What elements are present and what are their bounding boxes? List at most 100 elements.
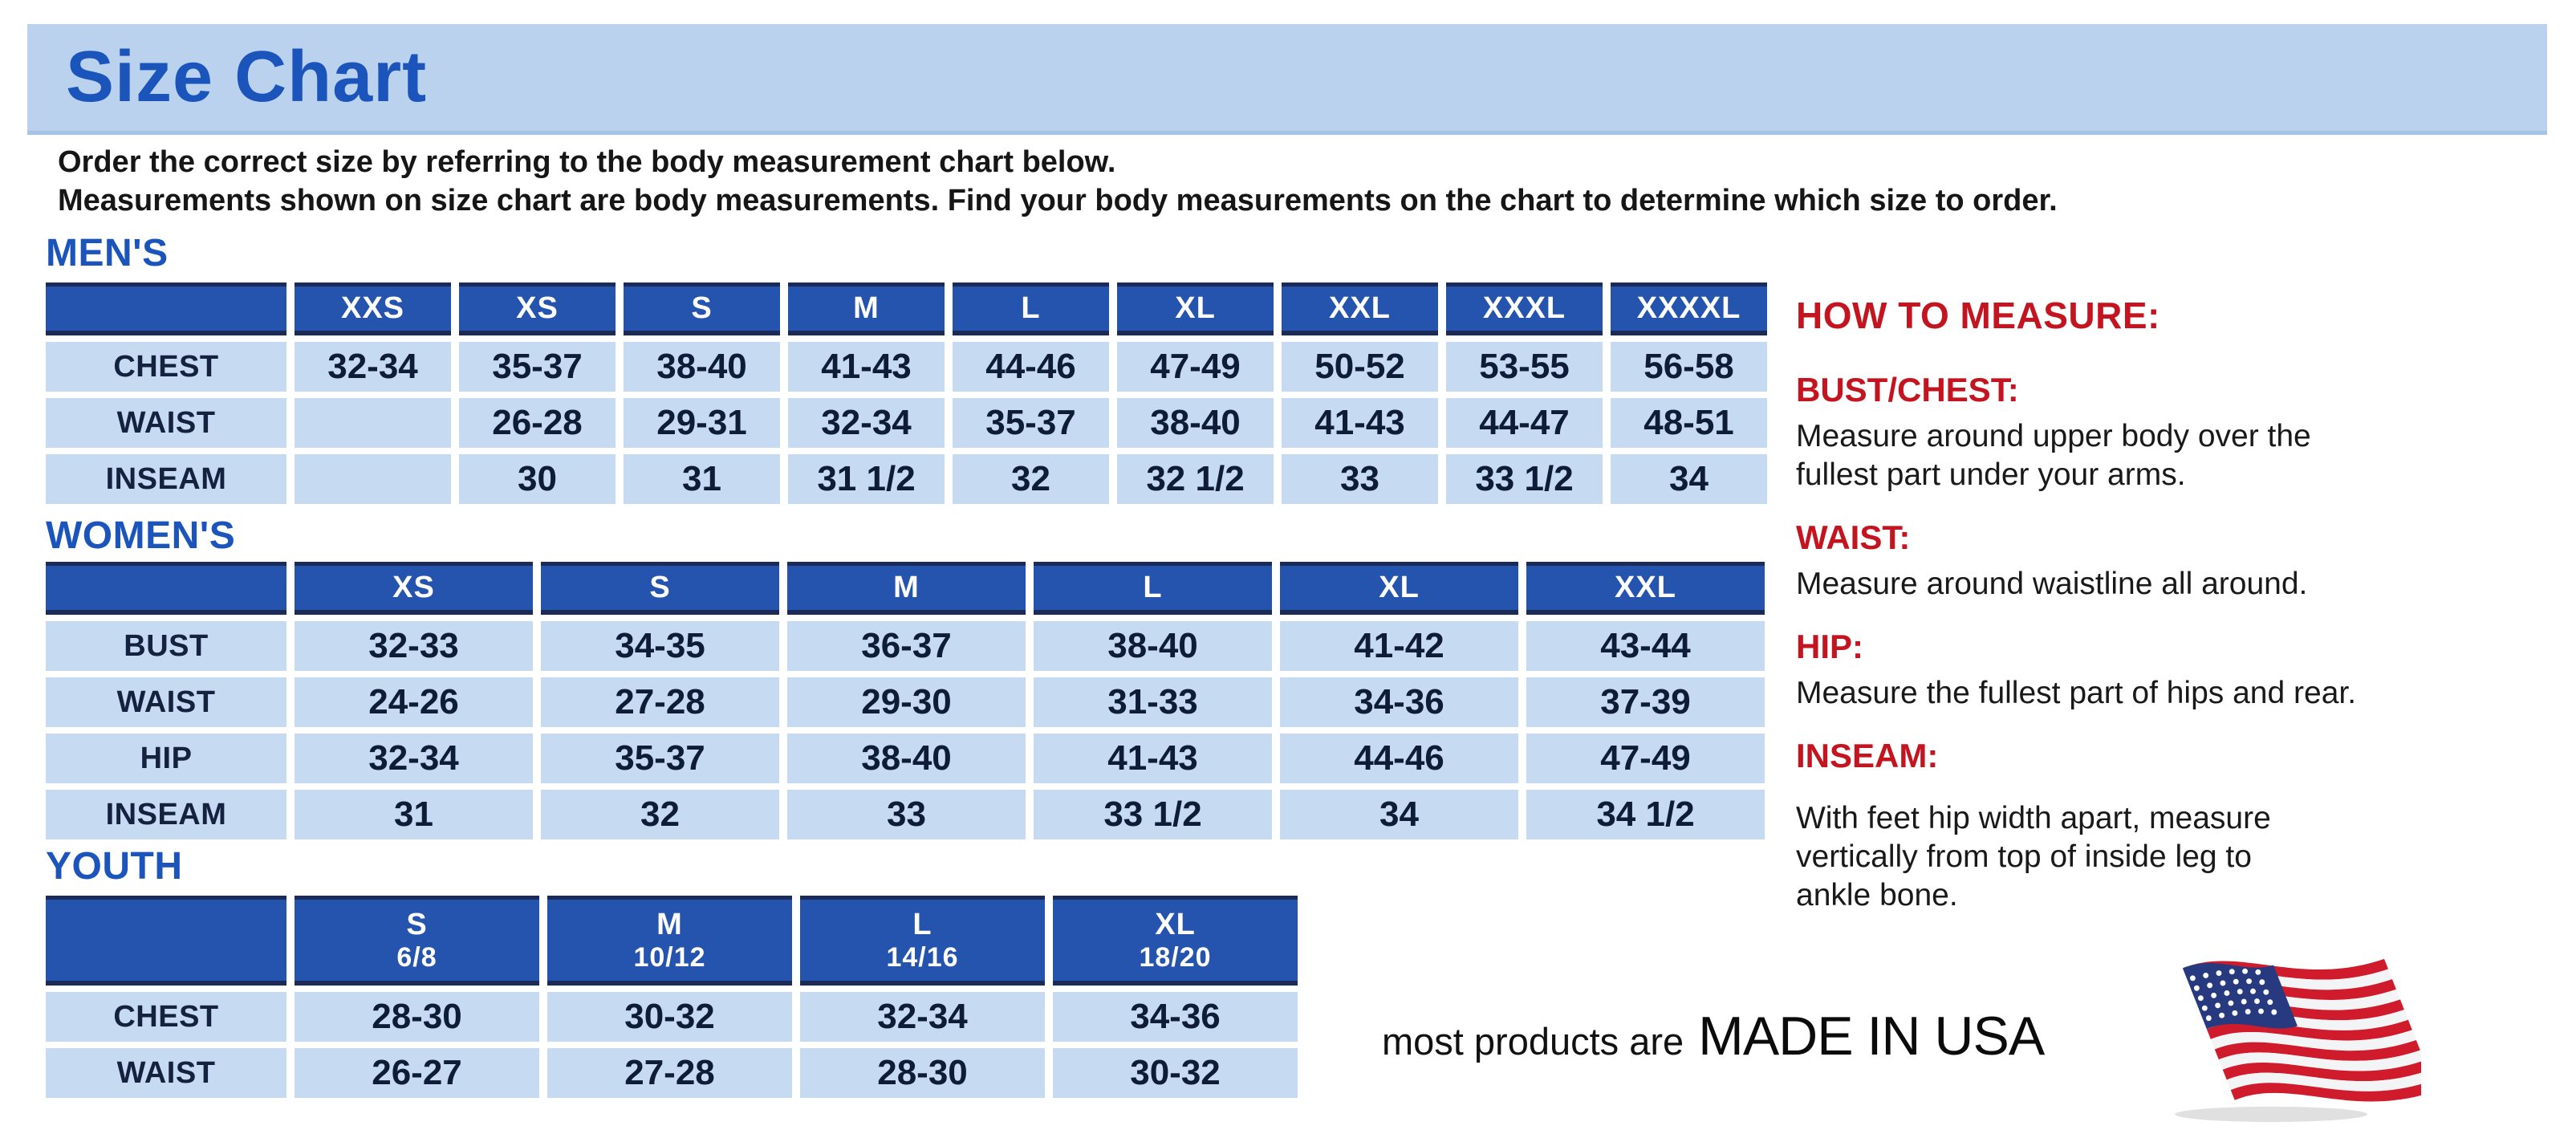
column-header-cell: XXL (1282, 282, 1438, 335)
size-value-cell: 44-47 (1446, 398, 1603, 448)
size-value-cell: 56-58 (1611, 342, 1767, 392)
size-value-cell: 26-28 (459, 398, 616, 448)
column-header-cell: XXXL (1446, 282, 1603, 335)
column-header-cell: XL (1280, 562, 1518, 615)
measure-item-label: INSEAM: (1796, 737, 1939, 774)
flag-star (2241, 998, 2247, 1005)
made-in-usa-text: MADE IN USA (1698, 1006, 2045, 1067)
size-value-cell: 30 (459, 454, 616, 504)
row-label-cell: BUST (46, 621, 286, 671)
column-size-text: S (406, 908, 428, 942)
size-value-cell: 47-49 (1117, 342, 1274, 392)
size-value-cell: 27-28 (541, 677, 779, 727)
size-value-cell: 34-35 (541, 621, 779, 671)
flag-star (2229, 969, 2235, 975)
size-value-cell: 32 1/2 (1117, 454, 1274, 504)
flag-star (2224, 990, 2230, 996)
flag-star (2254, 998, 2260, 1005)
size-value-cell: 29-31 (624, 398, 780, 448)
flag-star (2255, 969, 2261, 975)
mens-size-table: XXS XS S M L XL XXL XXXL XXXXL CHEST 32-34 35-37 38-… (46, 282, 1767, 504)
flag-star (2203, 972, 2209, 978)
size-value-cell: 38-40 (787, 734, 1026, 783)
column-header-cell: S (624, 282, 780, 335)
measure-item: WAIST: Measure around waistline all arou… (1796, 518, 2518, 604)
row-label-cell: WAIST (46, 677, 286, 727)
flag-star (2237, 989, 2243, 995)
column-header-cell: S (541, 562, 779, 615)
size-value-cell: 36-37 (787, 621, 1026, 671)
intro-text-line2: Measurements shown on size chart are bod… (58, 184, 2058, 217)
size-value-cell: 38-40 (1117, 398, 1274, 448)
womens-size-table: XS S M L XL XXL BUST 32-33 34-35 36-37 38-40 41-42 4… (46, 562, 1765, 839)
column-header-cell: S 6/8 (295, 896, 539, 986)
flag-star (2193, 985, 2200, 991)
size-value-cell: 34-36 (1280, 677, 1518, 727)
column-header-cell: L (1034, 562, 1272, 615)
column-header-cell: L (953, 282, 1109, 335)
size-value-cell: 43-44 (1526, 621, 1765, 671)
size-value-cell: 32-34 (295, 342, 451, 392)
footer-note: most products are MADE IN USA (1382, 1005, 2045, 1067)
youth-size-table: S 6/8 M 10/12 L 14/16 XL 18/20 CHEST 28-30 30-32 32… (46, 896, 1298, 1098)
size-value-cell: 27-28 (547, 1048, 792, 1098)
column-header-cell: M 10/12 (547, 896, 792, 986)
flag-star (2258, 1008, 2264, 1014)
column-header-cell: M (787, 562, 1026, 615)
size-value-cell: 29-30 (787, 677, 1026, 727)
intro-text: Order the correct size by referring to t… (58, 143, 2058, 220)
measure-item-text: With feet hip width apart, measure verti… (1796, 801, 2271, 912)
youth-section-label: YOUTH (46, 845, 183, 888)
flag-star (2263, 989, 2269, 995)
flag-star (2233, 978, 2239, 985)
flag-star (2242, 968, 2248, 974)
size-value-cell: 37-39 (1526, 677, 1765, 727)
size-value-cell: 31 (624, 454, 780, 504)
row-label-cell: INSEAM (46, 790, 286, 839)
size-value-cell: 41-43 (1282, 398, 1438, 448)
flag-star (2205, 1015, 2212, 1022)
flag-star (2245, 1009, 2251, 1014)
intro-text-line1: Order the correct size by referring to t… (58, 145, 1116, 179)
size-value-cell: 34-36 (1053, 992, 1298, 1042)
size-value-cell: 50-52 (1282, 342, 1438, 392)
flag-star (2207, 982, 2213, 989)
size-value-cell (295, 454, 451, 504)
size-value-cell: 53-55 (1446, 342, 1603, 392)
size-value-cell (295, 398, 451, 448)
corner-cell (46, 562, 286, 615)
flag-star (2220, 980, 2226, 986)
flag-star (2201, 1005, 2208, 1011)
measure-item: HIP: Measure the fullest part of hips an… (1796, 628, 2518, 713)
size-value-cell: 30-32 (547, 992, 792, 1042)
measure-item-text: Measure around upper body over the fulle… (1796, 419, 2311, 492)
row-label-cell: HIP (46, 734, 286, 783)
column-range-text: 6/8 (396, 941, 437, 973)
measure-item: BUST/CHEST: Measure around upper body ov… (1796, 371, 2518, 494)
measure-item-label: HIP: (1796, 628, 1863, 665)
size-value-cell: 41-43 (1034, 734, 1272, 783)
flag-star (2228, 1000, 2234, 1006)
size-value-cell: 24-26 (295, 677, 533, 727)
flag-star (2216, 970, 2222, 976)
size-value-cell: 35-37 (459, 342, 616, 392)
size-value-cell: 32-34 (295, 734, 533, 783)
corner-cell (46, 896, 286, 986)
column-range-text: 10/12 (633, 941, 706, 973)
size-value-cell: 31-33 (1034, 677, 1272, 727)
flag-star (2211, 992, 2217, 998)
row-label-cell: CHEST (46, 342, 286, 392)
size-value-cell: 28-30 (800, 1048, 1045, 1098)
flag-star (2197, 995, 2204, 1002)
column-range-text: 14/16 (886, 941, 959, 973)
size-value-cell: 32 (953, 454, 1109, 504)
column-header-cell: XL 18/20 (1053, 896, 1298, 986)
page-banner: Size Chart (27, 24, 2547, 135)
size-value-cell: 32 (541, 790, 779, 839)
measure-item: INSEAM: With feet hip width apart, measu… (1796, 737, 2518, 915)
flag-star (2232, 1010, 2238, 1016)
mens-section-label: MEN'S (46, 232, 169, 274)
flag-star (2250, 988, 2256, 994)
flag-star (2219, 1012, 2225, 1018)
size-value-cell: 28-30 (295, 992, 539, 1042)
